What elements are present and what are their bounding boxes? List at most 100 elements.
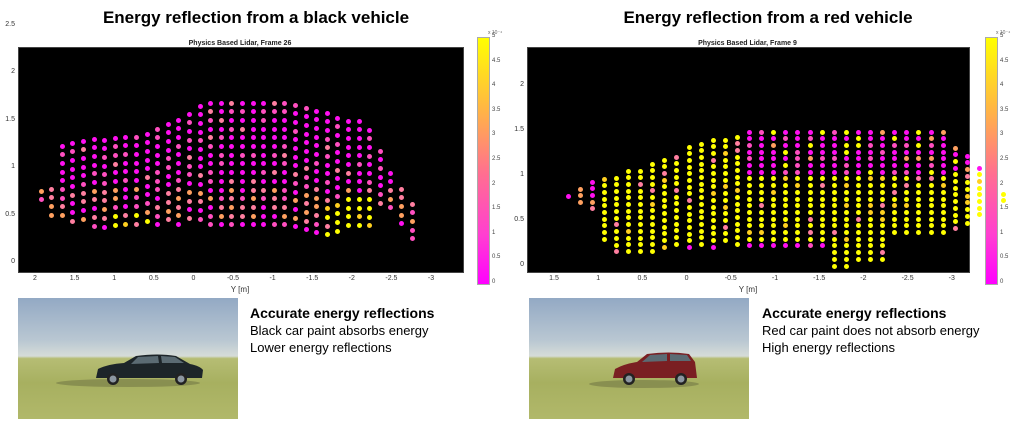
lidar-point	[335, 115, 341, 121]
lidar-point	[904, 136, 910, 142]
lidar-point	[335, 202, 341, 208]
lidar-point	[367, 144, 373, 150]
lidar-point	[638, 222, 644, 228]
lidar-point	[123, 169, 129, 175]
lidar-point	[367, 188, 373, 194]
lidar-point	[271, 109, 277, 115]
lidar-point	[892, 196, 898, 202]
lidar-point	[964, 187, 970, 192]
lidar-point	[795, 243, 801, 249]
lidar-point	[674, 167, 680, 173]
caption-line-1: Black car paint absorbs energy	[250, 323, 429, 338]
lidar-point	[868, 149, 873, 155]
lidar-point	[855, 189, 861, 195]
lidar-point	[843, 156, 849, 162]
lidar-point	[710, 150, 716, 156]
lidar-point	[292, 189, 298, 195]
lidar-point	[303, 122, 309, 128]
lidar-point	[759, 156, 765, 162]
lidar-point	[133, 178, 139, 183]
lidar-point	[102, 215, 108, 221]
lidar-point	[759, 176, 765, 182]
x-tick-label: 0.5	[148, 275, 159, 282]
lidar-point	[91, 136, 97, 142]
lidar-point	[698, 215, 704, 221]
lidar-point	[271, 161, 277, 167]
lidar-point	[771, 183, 777, 189]
y-tick-label: 0.5	[514, 216, 524, 223]
lidar-point	[165, 130, 171, 136]
lidar-point	[855, 203, 861, 209]
lidar-point	[880, 176, 886, 182]
lidar-point	[197, 155, 203, 161]
lidar-point	[123, 160, 129, 166]
lidar-point	[843, 136, 849, 142]
lidar-point	[303, 209, 309, 215]
lidar-point	[155, 196, 161, 202]
colorbar-tick-label: 2.5	[1000, 156, 1009, 162]
lidar-point	[940, 142, 946, 148]
lidar-point	[710, 157, 716, 163]
lidar-point	[261, 161, 267, 167]
lidar-point	[271, 204, 277, 210]
lidar-point	[303, 201, 309, 207]
lidar-point	[335, 219, 341, 225]
lidar-point	[239, 196, 245, 202]
lidar-point	[367, 214, 373, 220]
lidar-point	[686, 164, 692, 170]
lidar-point	[771, 136, 777, 142]
x-tick-label: 1	[112, 275, 117, 282]
lidar-point	[880, 203, 886, 209]
lidar-point	[345, 179, 351, 185]
lidar-point	[356, 135, 362, 141]
lidar-point	[229, 109, 235, 115]
lidar-point	[880, 236, 886, 242]
lidar-point	[218, 178, 224, 184]
lidar-point	[747, 236, 752, 242]
lidar-point	[218, 126, 224, 132]
lidar-point	[928, 176, 934, 182]
lidar-point	[377, 183, 383, 189]
lidar-point	[250, 126, 256, 132]
lidar-point	[601, 183, 607, 189]
lidar-point	[292, 128, 298, 134]
lidar-point	[674, 221, 680, 227]
lidar-point	[112, 135, 118, 141]
lidar-point	[819, 196, 825, 202]
lidar-point	[928, 183, 934, 189]
x-axis-label: Y [m]	[738, 285, 758, 294]
lidar-point	[176, 161, 182, 166]
lidar-point	[91, 188, 97, 194]
lidar-point	[638, 195, 644, 201]
lidar-point	[698, 181, 704, 187]
lidar-point	[795, 129, 801, 135]
lidar-point	[868, 236, 873, 242]
lidar-point	[91, 180, 97, 185]
lidar-point	[928, 142, 934, 148]
caption-heading: Accurate energy reflections	[250, 305, 435, 321]
lidar-point	[916, 230, 922, 235]
lidar-point	[843, 230, 849, 235]
lidar-point	[292, 146, 298, 151]
lidar-point	[250, 170, 256, 176]
lidar-point	[208, 204, 214, 210]
lidar-point	[819, 236, 825, 242]
lidar-point	[197, 147, 203, 152]
lidar-point	[261, 187, 267, 193]
lidar-point	[314, 212, 320, 218]
lidar-point	[855, 196, 861, 202]
lidar-point	[165, 217, 171, 223]
lidar-point	[771, 129, 777, 135]
lidar-point	[698, 168, 704, 174]
lidar-point	[80, 155, 86, 161]
lidar-point	[165, 156, 171, 162]
lidar-point	[218, 152, 224, 158]
lidar-point	[831, 189, 837, 195]
lidar-point	[722, 171, 728, 176]
lidar-point	[208, 213, 214, 219]
lidar-point	[843, 169, 849, 175]
lidar-point	[292, 180, 298, 186]
lidar-point	[303, 227, 309, 233]
lidar-point	[843, 263, 849, 269]
lidar-point	[795, 169, 801, 175]
